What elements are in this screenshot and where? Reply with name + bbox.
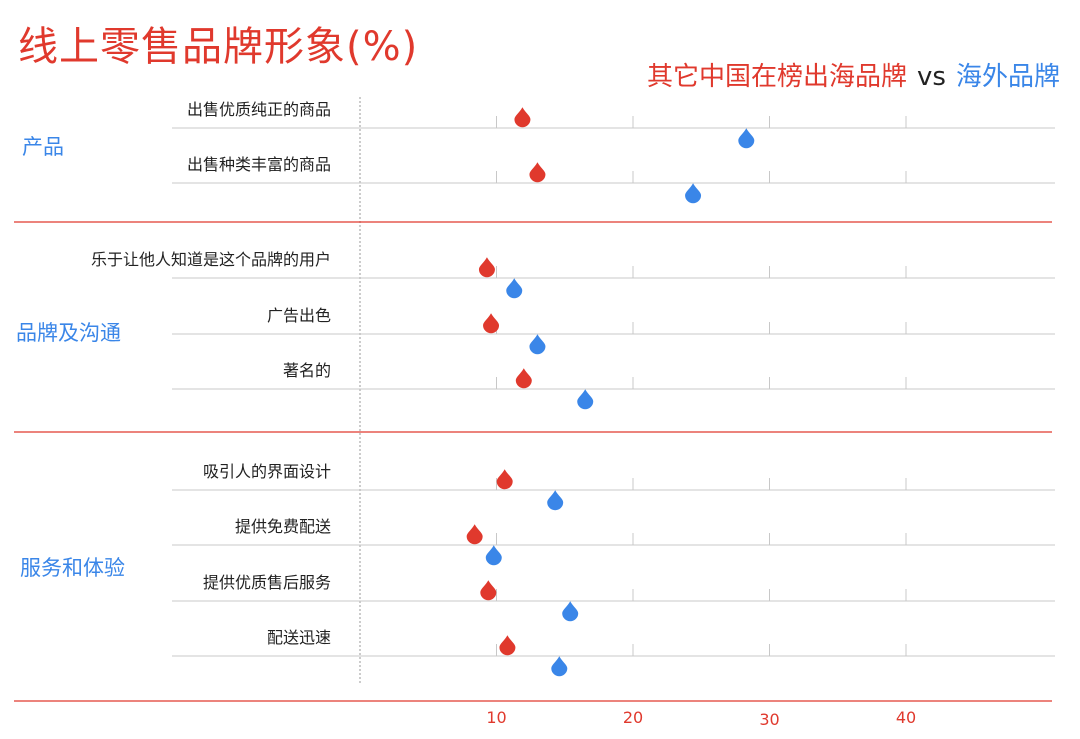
marker-series-a [514,107,531,128]
chart-title: 线上零售品牌形象(%) [18,24,419,70]
marker-series-a [478,257,495,278]
legend-vs: vs [917,62,946,92]
marker-series-b [577,389,594,410]
category-label: 广告出色 [267,306,331,325]
category-label: 著名的 [283,361,331,380]
marker-series-b [547,490,564,511]
marker-series-a [483,313,500,334]
marker-series-a [515,368,532,389]
marker-series-b [485,545,502,566]
marker-series-a [466,524,483,545]
category-label: 配送迅速 [267,628,331,647]
marker-series-b [551,656,568,677]
group-label: 产品 [22,135,64,159]
marker-series-a [496,469,513,490]
marker-series-b [738,128,755,149]
category-label: 提供免费配送 [235,517,331,536]
marker-series-b [562,601,579,622]
group-label: 品牌及沟通 [16,321,121,345]
legend-series-b: 海外品牌 [955,62,1060,92]
legend-series-a: 其它中国在榜出海品牌 [647,62,908,92]
x-tick-label: 20 [623,708,643,727]
category-label: 出售种类丰富的商品 [187,155,331,174]
x-tick-label: 30 [759,710,779,729]
category-label: 吸引人的界面设计 [203,462,331,481]
x-tick-label: 40 [896,708,916,727]
marker-series-b [529,334,546,355]
marker-series-b [685,183,702,204]
marker-series-a [529,162,546,183]
legend: 其它中国在榜出海品牌 vs 海外品牌 [647,56,1060,93]
marker-series-b [506,278,523,299]
marker-series-a [480,580,497,601]
category-label: 出售优质纯正的商品 [187,100,331,119]
marker-series-a [499,635,516,656]
x-tick-label: 10 [486,708,506,727]
group-label: 服务和体验 [20,556,125,580]
category-label: 提供优质售后服务 [203,573,331,592]
category-label: 乐于让他人知道是这个品牌的用户 [91,250,331,269]
